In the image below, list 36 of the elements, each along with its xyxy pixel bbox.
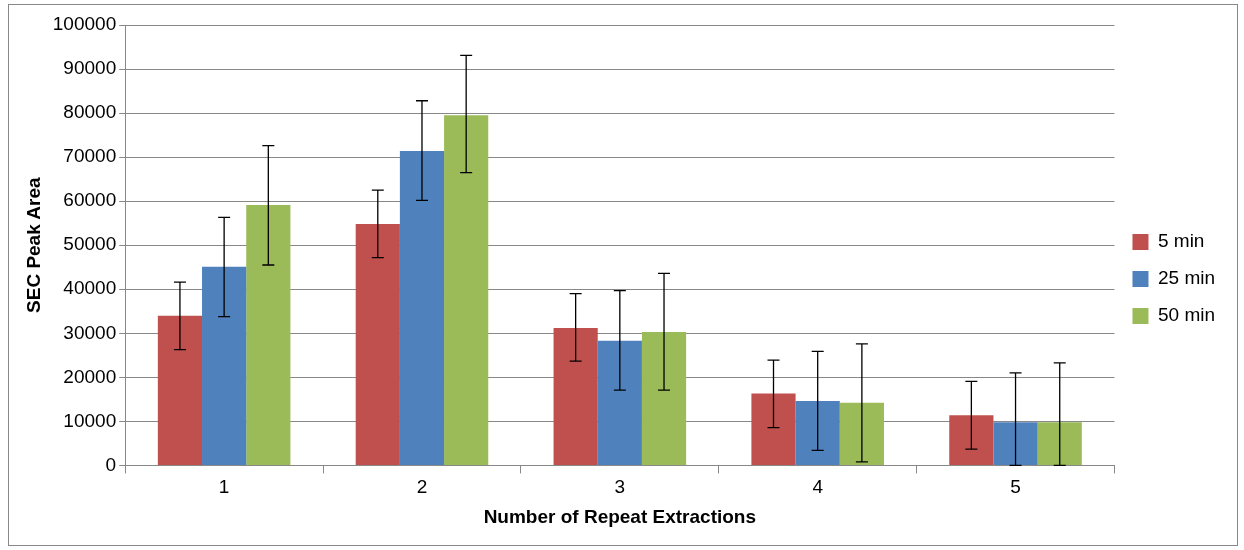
y-tick-label: 30000 <box>63 321 117 343</box>
y-tick-label: 100000 <box>52 13 117 35</box>
bar <box>202 266 247 465</box>
x-tick-label: 4 <box>812 476 824 498</box>
x-axis-title: Number of Repeat Extractions <box>483 505 757 527</box>
bar <box>993 422 1038 465</box>
y-tick-label: 80000 <box>63 101 117 123</box>
bar <box>1037 422 1082 465</box>
bar <box>839 402 884 465</box>
bar <box>597 340 642 465</box>
x-tick-label: 5 <box>1010 476 1021 498</box>
y-tick-label: 20000 <box>63 365 117 387</box>
bar <box>399 150 445 465</box>
bar <box>355 224 400 465</box>
x-tick-label: 2 <box>416 476 428 498</box>
bar <box>157 315 203 465</box>
y-tick-label: 50000 <box>63 233 117 255</box>
y-axis-title: SEC Peak Area <box>22 177 44 313</box>
y-tick-label: 60000 <box>63 189 117 211</box>
x-tick-label: 1 <box>218 476 230 498</box>
bar <box>444 115 489 465</box>
legend-label: 25 min <box>1157 267 1215 289</box>
y-tick-label: 0 <box>105 453 117 475</box>
bar <box>795 401 840 465</box>
y-tick-label: 40000 <box>63 277 117 299</box>
bar <box>949 415 994 465</box>
bar <box>641 331 687 465</box>
legend-label: 5 min <box>1157 230 1205 252</box>
bar <box>553 328 598 465</box>
legend-label: 50 min <box>1157 304 1215 326</box>
y-tick-label: 90000 <box>63 57 117 79</box>
bar <box>246 205 291 465</box>
y-tick-label: 70000 <box>63 145 117 167</box>
y-tick-label: 10000 <box>63 409 117 431</box>
bar <box>751 393 796 465</box>
x-tick-label: 3 <box>614 476 626 498</box>
